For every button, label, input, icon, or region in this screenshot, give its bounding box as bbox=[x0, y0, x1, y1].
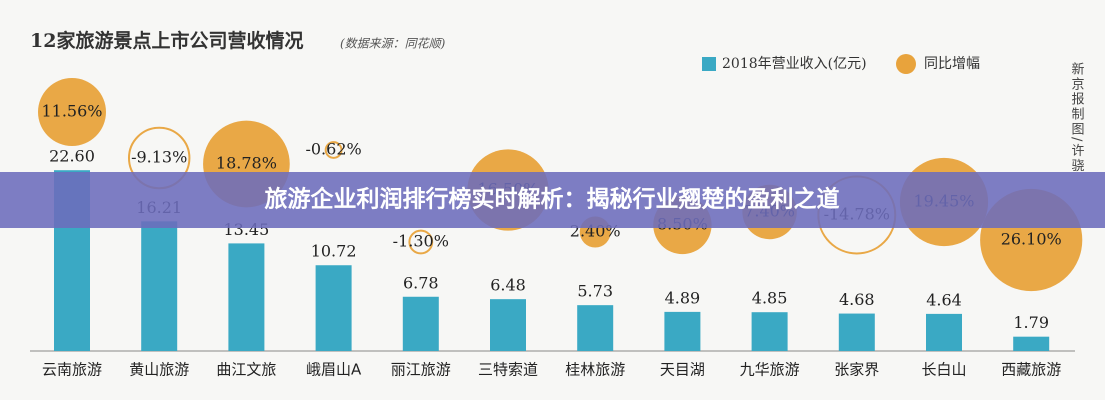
bar bbox=[664, 311, 701, 351]
bar bbox=[402, 296, 439, 351]
bar-value-label: 6.48 bbox=[490, 276, 526, 295]
legend-swatch bbox=[896, 54, 916, 74]
x-tick-label: 曲江文旅 bbox=[216, 361, 276, 379]
bar-value-label: 10.72 bbox=[311, 242, 357, 261]
bar-value-label: 4.64 bbox=[926, 290, 962, 309]
x-tick-label: 黄山旅游 bbox=[129, 361, 189, 379]
bar bbox=[926, 313, 962, 351]
x-tick-label: 长白山 bbox=[921, 361, 966, 379]
banner bbox=[0, 172, 1105, 228]
bar bbox=[1013, 336, 1050, 351]
chart-title: 12家旅游景点上市公司营收情况 bbox=[30, 29, 303, 52]
bubble-value-label: -9.13% bbox=[131, 148, 187, 167]
bubble-value-label: -1.30% bbox=[393, 232, 449, 251]
bubble-value-label: -0.62% bbox=[305, 140, 361, 159]
credit: 新京报制图/许骁 bbox=[1069, 61, 1085, 173]
bubble-value-label: 18.78% bbox=[216, 154, 277, 173]
legend-label: 同比增幅 bbox=[924, 56, 980, 72]
bar-value-label: 5.73 bbox=[577, 282, 613, 301]
bar bbox=[838, 313, 875, 351]
legend-label: 2018年营业收入(亿元) bbox=[722, 56, 867, 72]
x-tick-label: 天目湖 bbox=[660, 361, 705, 379]
legend-swatch bbox=[702, 57, 716, 71]
bar bbox=[141, 221, 178, 351]
credit-text: 新京报制图/许骁 bbox=[1069, 61, 1085, 173]
bar bbox=[228, 243, 265, 351]
bar-value-label: 4.85 bbox=[752, 289, 788, 308]
bar-value-label: 22.60 bbox=[49, 147, 95, 166]
bar-value-label: 1.79 bbox=[1013, 313, 1049, 332]
bubble bbox=[324, 141, 343, 159]
bar-value-label: 4.89 bbox=[665, 288, 701, 307]
chart-subtitle: (数据来源：同花顺) bbox=[340, 37, 446, 51]
banner-text: 旅游企业利润排行榜实时解析：揭秘行业翘楚的盈利之道 bbox=[265, 186, 840, 213]
x-tick-label: 云南旅游 bbox=[42, 361, 102, 379]
bubble bbox=[408, 229, 434, 255]
bar bbox=[577, 305, 614, 351]
bubble-value-label: 11.56% bbox=[41, 102, 102, 121]
bar bbox=[315, 265, 352, 351]
bubble bbox=[38, 78, 106, 146]
bubble-value-label: 26.10% bbox=[1001, 230, 1062, 249]
x-tick-label: 丽江旅游 bbox=[391, 361, 451, 379]
x-tick-label: 三特索道 bbox=[478, 361, 538, 379]
bar-value-label: 4.68 bbox=[839, 290, 875, 309]
x-tick-label: 峨眉山A bbox=[306, 361, 362, 379]
bar-value-label: 6.78 bbox=[403, 273, 439, 292]
x-tick-label: 张家界 bbox=[834, 361, 879, 379]
bar bbox=[751, 312, 788, 351]
bar bbox=[490, 299, 526, 351]
x-tick-label: 西藏旅游 bbox=[1001, 361, 1061, 379]
x-tick-label: 桂林旅游 bbox=[565, 361, 625, 379]
x-tick-label: 九华旅游 bbox=[740, 361, 800, 379]
